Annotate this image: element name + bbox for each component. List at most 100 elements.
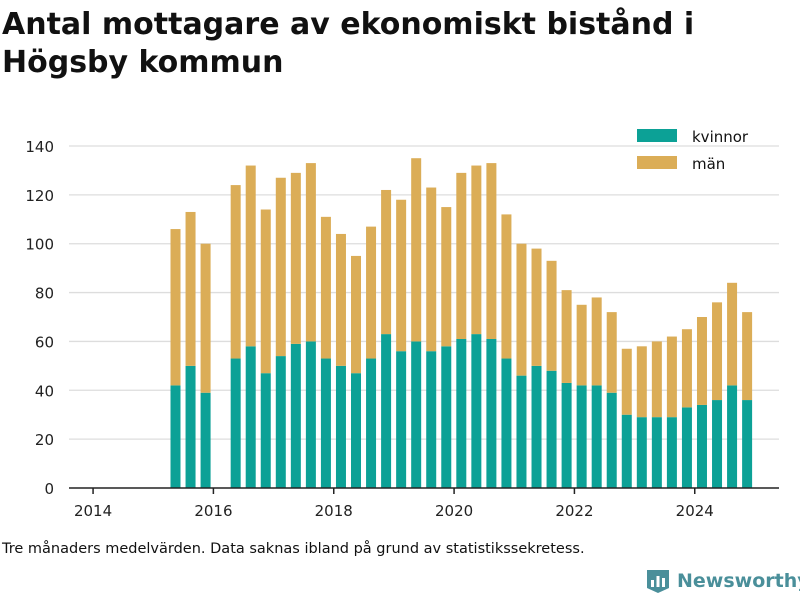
bar-man [456, 172, 467, 339]
bar-man [200, 243, 211, 393]
bar-kvinnor [531, 365, 542, 488]
bar-man [516, 243, 527, 376]
bar-man [426, 187, 437, 352]
bar-man [531, 248, 542, 366]
legend-swatch-kvinnor [637, 129, 677, 142]
bar-kvinnor [351, 373, 362, 488]
bar-man [486, 163, 497, 339]
bar-kvinnor [396, 351, 407, 488]
bar-man [591, 297, 602, 386]
bar-man [441, 207, 452, 347]
bar-man [696, 317, 707, 405]
bar-kvinnor [170, 385, 181, 488]
bar-kvinnor [335, 365, 346, 488]
bar-man [305, 163, 316, 342]
footnote: Tre månaders medelvärden. Data saknas ib… [2, 541, 585, 557]
bar-man [742, 312, 753, 401]
bar-kvinnor [381, 334, 392, 488]
bar-kvinnor [366, 358, 377, 488]
y-tick-label: 20 [35, 431, 54, 449]
bar-man [335, 233, 346, 366]
x-tick-label: 2024 [676, 502, 714, 520]
bar-kvinnor [666, 417, 677, 488]
bar-kvinnor [486, 338, 497, 488]
chart-title: Antal mottagare av ekonomiskt bistånd i … [2, 7, 695, 80]
bar-kvinnor [320, 358, 331, 488]
bar-man [681, 329, 692, 408]
bar-man [381, 189, 392, 335]
bar-kvinnor [651, 417, 662, 488]
bar-kvinnor [546, 370, 557, 488]
bar-chart-logo-icon [647, 570, 669, 593]
bar-man [366, 226, 377, 359]
x-tick-label: 2016 [194, 502, 232, 520]
bar-man [275, 177, 286, 357]
bar-man [411, 158, 422, 342]
bar-kvinnor [471, 334, 482, 488]
bar-man [636, 346, 647, 418]
bar-kvinnor [636, 417, 647, 488]
bar-kvinnor [230, 358, 241, 488]
brand-name: Newsworthy [677, 570, 800, 592]
bar-man [396, 199, 407, 352]
y-tick-label: 80 [35, 285, 54, 303]
x-tick-label: 2018 [315, 502, 353, 520]
y-tick-label: 40 [35, 382, 54, 400]
legend-label-kvinnor: kvinnor [692, 128, 749, 146]
y-tick-label: 120 [25, 187, 54, 205]
bar-kvinnor [456, 338, 467, 488]
bar-kvinnor [426, 351, 437, 488]
bar-man [576, 304, 587, 386]
bar-man [290, 172, 301, 344]
bar-kvinnor [727, 385, 738, 488]
bar-kvinnor [501, 358, 512, 488]
bar-kvinnor [712, 400, 723, 488]
bar-kvinnor [305, 341, 316, 488]
axes-group: 0 20 40 60 80 100 120 140 2014 2016 2018 2020 2022 20… [25, 138, 779, 520]
bar-kvinnor [260, 373, 271, 488]
legend: kvinnor män [637, 128, 749, 173]
y-tick-label: 0 [44, 480, 54, 498]
bar-man [621, 348, 632, 415]
bar-kvinnor [561, 382, 572, 488]
bar-man [320, 216, 331, 359]
bar-kvinnor [681, 407, 692, 488]
y-tick-label: 60 [35, 333, 54, 351]
y-tick-label: 100 [25, 236, 54, 254]
bar-man [561, 290, 572, 383]
bar-man [170, 229, 181, 386]
bar-man [651, 341, 662, 418]
y-tick-label: 140 [25, 138, 54, 156]
brand-logo[interactable]: Newsworthy [645, 568, 800, 594]
bar-man [471, 165, 482, 335]
bars-group [170, 158, 753, 488]
legend-label-man: män [692, 155, 725, 173]
bar-kvinnor [591, 385, 602, 488]
bar-man [260, 209, 271, 374]
x-tick-label: 2020 [435, 502, 473, 520]
bar-kvinnor [200, 392, 211, 488]
chart-svg: 0 20 40 60 80 100 120 140 2014 2016 2018 2020 2022 20… [25, 128, 779, 520]
bar-kvinnor [441, 346, 452, 488]
x-tick-label: 2014 [74, 502, 112, 520]
bar-man [185, 211, 196, 366]
bar-kvinnor [742, 400, 753, 488]
bar-kvinnor [245, 346, 256, 488]
bar-kvinnor [290, 343, 301, 488]
bar-kvinnor [576, 385, 587, 488]
bar-man [606, 312, 617, 393]
bar-kvinnor [621, 414, 632, 488]
bar-man [501, 214, 512, 359]
x-tick-label: 2022 [555, 502, 593, 520]
bar-man [245, 165, 256, 347]
bar-man [546, 260, 557, 371]
bar-kvinnor [275, 356, 286, 488]
bar-kvinnor [516, 375, 527, 488]
bar-man [230, 185, 241, 359]
legend-swatch-man [637, 156, 677, 169]
bar-kvinnor [606, 392, 617, 488]
bar-man [712, 302, 723, 401]
bar-man [666, 336, 677, 418]
bar-kvinnor [185, 365, 196, 488]
bar-kvinnor [696, 404, 707, 488]
